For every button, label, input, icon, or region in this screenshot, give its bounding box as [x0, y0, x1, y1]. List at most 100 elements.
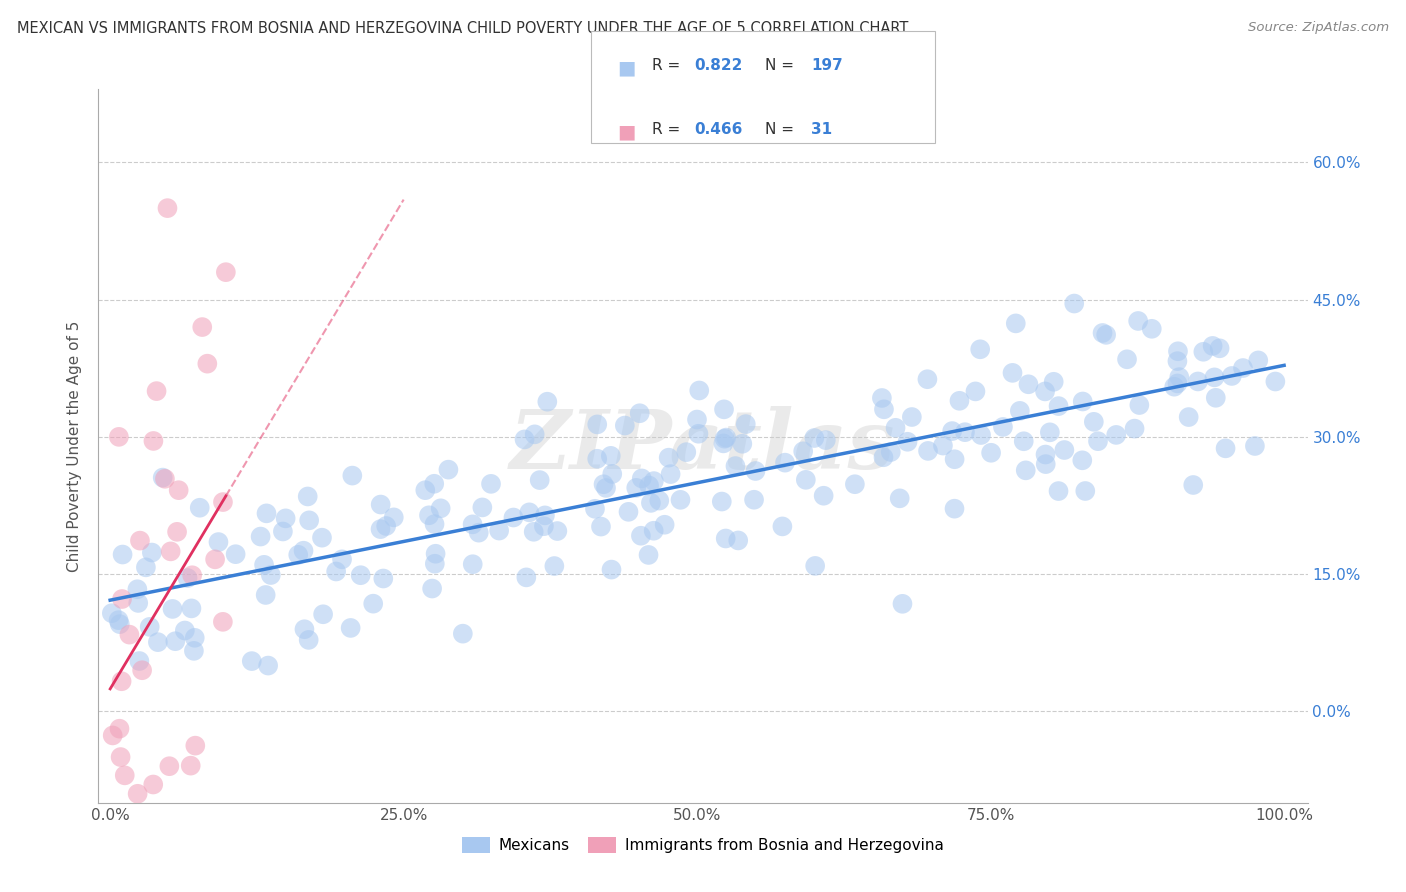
Point — [423, 557, 446, 571]
Point — [111, 592, 134, 607]
Point — [773, 456, 796, 470]
Point — [969, 343, 991, 357]
Point — [617, 505, 640, 519]
Point — [240, 654, 263, 668]
Point — [891, 597, 914, 611]
Point — [896, 434, 918, 449]
Point — [792, 444, 814, 458]
Point — [630, 529, 652, 543]
Point — [1105, 428, 1128, 442]
Point — [669, 492, 692, 507]
Point — [637, 548, 659, 562]
Point — [613, 418, 636, 433]
Point — [1187, 375, 1209, 389]
Point — [932, 439, 955, 453]
Point — [948, 393, 970, 408]
Point — [183, 644, 205, 658]
Point — [713, 432, 735, 446]
Point — [479, 476, 502, 491]
Text: ■: ■ — [617, 58, 636, 77]
Point — [127, 787, 149, 801]
Point — [1128, 398, 1150, 412]
Point — [292, 543, 315, 558]
Text: ZIPatlas: ZIPatlas — [510, 406, 896, 486]
Point — [1220, 368, 1243, 383]
Point — [1035, 448, 1057, 462]
Point — [382, 510, 405, 524]
Point — [599, 449, 621, 463]
Point — [901, 410, 924, 425]
Point — [184, 739, 207, 753]
Point — [714, 431, 737, 445]
Point — [195, 357, 218, 371]
Point — [298, 632, 321, 647]
Point — [375, 519, 398, 533]
Point — [595, 481, 617, 495]
Point — [513, 433, 536, 447]
Point — [471, 500, 494, 515]
Point — [253, 558, 276, 572]
Point — [1008, 404, 1031, 418]
Text: Source: ZipAtlas.com: Source: ZipAtlas.com — [1249, 21, 1389, 34]
Point — [970, 428, 993, 442]
Point — [127, 582, 149, 597]
Point — [107, 613, 129, 627]
Point — [212, 495, 235, 509]
Point — [212, 615, 235, 629]
Point — [1063, 296, 1085, 310]
Point — [131, 663, 153, 677]
Text: 31: 31 — [811, 122, 832, 137]
Point — [965, 384, 987, 399]
Point — [1215, 442, 1237, 456]
Point — [1053, 442, 1076, 457]
Point — [688, 384, 710, 398]
Point — [287, 548, 309, 562]
Point — [425, 547, 447, 561]
Point — [184, 631, 207, 645]
Point — [461, 558, 484, 572]
Point — [943, 501, 966, 516]
Point — [1205, 391, 1227, 405]
Point — [108, 430, 131, 444]
Point — [1012, 434, 1035, 449]
Point — [889, 491, 911, 506]
Point — [129, 533, 152, 548]
Point — [350, 568, 373, 582]
Point — [297, 490, 319, 504]
Point — [122, 879, 145, 892]
Point — [630, 471, 652, 485]
Point — [734, 417, 756, 431]
Point — [142, 434, 165, 448]
Point — [1244, 439, 1267, 453]
Point — [628, 406, 651, 420]
Point — [110, 750, 132, 764]
Point — [128, 654, 150, 668]
Point — [257, 658, 280, 673]
Point — [872, 450, 894, 465]
Point — [256, 507, 278, 521]
Point — [659, 467, 682, 482]
Point — [1004, 317, 1026, 331]
Y-axis label: Child Poverty Under the Age of 5: Child Poverty Under the Age of 5 — [67, 320, 83, 572]
Point — [953, 425, 976, 440]
Point — [884, 421, 907, 435]
Point — [1232, 361, 1254, 376]
Point — [586, 417, 609, 432]
Point — [675, 445, 697, 459]
Point — [370, 498, 392, 512]
Point — [162, 602, 184, 616]
Point — [294, 622, 316, 636]
Point — [118, 627, 141, 641]
Point — [361, 597, 384, 611]
Point — [536, 394, 558, 409]
Point — [543, 559, 565, 574]
Point — [1047, 484, 1070, 499]
Point — [166, 524, 188, 539]
Point — [600, 563, 623, 577]
Point — [204, 552, 226, 566]
Point — [1017, 377, 1039, 392]
Point — [413, 483, 436, 498]
Point — [1035, 457, 1057, 471]
Point — [917, 372, 939, 386]
Legend: Mexicans, Immigrants from Bosnia and Herzegovina: Mexicans, Immigrants from Bosnia and Her… — [456, 831, 950, 859]
